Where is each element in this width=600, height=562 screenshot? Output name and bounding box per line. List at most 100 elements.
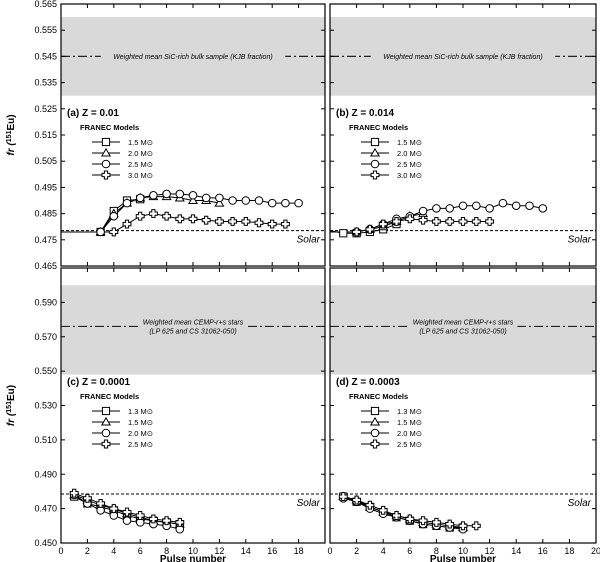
data-point <box>378 505 388 515</box>
data-point <box>352 495 362 505</box>
x-tick-label: 6 <box>138 546 143 556</box>
data-point <box>148 209 158 219</box>
solar-label: Solar <box>568 235 592 246</box>
solar-label: Solar <box>297 235 321 246</box>
series-layer <box>69 488 185 534</box>
data-point <box>267 219 277 229</box>
legend-marker <box>370 159 380 169</box>
y-tick-label: 0.535 <box>34 78 57 88</box>
data-point <box>149 190 158 200</box>
x-tick-label: 10 <box>188 546 198 556</box>
data-point <box>162 516 172 526</box>
solar-label: Solar <box>297 498 321 509</box>
data-point <box>122 219 132 229</box>
x-tick-label: 2 <box>354 546 359 556</box>
data-point <box>122 516 132 525</box>
legend-entry: 1.5 M⊙ <box>128 138 153 147</box>
y-tick-label: 0.510 <box>34 435 57 445</box>
data-point <box>485 217 495 226</box>
data-point <box>511 201 521 211</box>
legend-marker <box>101 406 111 416</box>
data-point <box>418 206 428 216</box>
band-label-line: (LP 625 and CS 31062-050) <box>149 328 236 335</box>
data-point <box>228 196 237 205</box>
legend-marker <box>101 170 111 180</box>
data-point <box>525 201 534 211</box>
x-tick-label: 14 <box>511 546 521 556</box>
y-tick-label: 0.450 <box>34 538 57 548</box>
legend-marker <box>100 416 112 426</box>
y-axis-title-base: fr ( <box>6 411 17 426</box>
data-point <box>175 517 185 527</box>
y-tick-label: 0.485 <box>34 209 57 219</box>
x-tick-label: 8 <box>164 546 169 556</box>
x-tick-label: 16 <box>267 546 277 556</box>
legend-title: FRANEC Models <box>80 123 139 132</box>
series-line-2 <box>343 496 464 529</box>
y-axis-title: fr (151Eu) <box>6 385 18 426</box>
y-axis-title-sup: 151 <box>6 401 13 413</box>
x-tick-label: 6 <box>407 546 412 556</box>
data-point <box>352 227 362 237</box>
x-tick-label: 14 <box>241 546 251 556</box>
series-line-1 <box>343 496 463 529</box>
y-tick-label: 0.475 <box>34 235 57 245</box>
panel-2: Weighted mean SiC-rich bulk sample (KJB … <box>329 3 597 267</box>
x-tick-label: 4 <box>111 546 116 556</box>
y-tick-label: 0.470 <box>34 504 57 514</box>
data-point <box>485 204 494 213</box>
y-axis-title: fr (151Eu) <box>6 114 18 155</box>
y-axis-title-rest: Eu) <box>6 114 17 130</box>
legend-marker <box>370 170 380 180</box>
data-point <box>472 201 481 211</box>
panel-label: (c) Z = 0.0001 <box>67 377 131 388</box>
series-layer <box>330 198 548 238</box>
data-point <box>228 217 238 226</box>
data-point <box>267 198 277 208</box>
panel-4: Weighted mean CEMP-r+s stars (LP 625 and … <box>327 267 600 562</box>
legend-marker <box>370 428 380 438</box>
data-point <box>96 227 105 237</box>
y-tick-label: 0.465 <box>34 261 57 271</box>
data-point <box>96 499 106 508</box>
legend-entry: 2.0 M⊙ <box>397 149 422 158</box>
x-tick-label: 8 <box>434 546 439 556</box>
data-point <box>445 204 454 213</box>
data-point <box>498 198 508 208</box>
y-tick-label: 0.530 <box>34 401 57 411</box>
data-point <box>122 198 132 208</box>
data-point <box>175 214 185 224</box>
data-point <box>405 514 415 524</box>
x-axis-title: Pulse number <box>160 554 226 562</box>
data-point <box>471 217 481 226</box>
legend-entry: 1.3 M⊙ <box>397 407 422 416</box>
data-point <box>109 211 119 221</box>
data-point <box>280 219 290 229</box>
x-tick-label: 0 <box>58 546 63 556</box>
y-tick-label: 0.495 <box>34 182 57 192</box>
legend-entry: 1.5 M⊙ <box>128 418 153 427</box>
legend-title: FRANEC Models <box>349 123 408 132</box>
x-tick-label: 12 <box>485 546 495 556</box>
data-point <box>241 196 251 205</box>
data-point <box>82 493 92 503</box>
data-point <box>392 511 401 520</box>
band-label-line: Weighted mean SiC-rich bulk sample (KJB … <box>383 54 542 61</box>
data-point <box>445 217 455 226</box>
data-point <box>445 519 455 529</box>
data-point <box>458 201 468 211</box>
data-point <box>418 516 428 526</box>
data-point <box>175 189 185 199</box>
y-axis-title-sup: 151 <box>6 130 13 142</box>
data-point <box>148 514 158 524</box>
data-point <box>241 217 251 226</box>
legend-marker <box>369 416 381 426</box>
x-tick-label: 20 <box>591 546 600 556</box>
data-point <box>538 204 548 213</box>
band-label-line: Weighted mean CEMP-r+s stars <box>413 319 514 326</box>
x-tick-label: 12 <box>214 546 224 556</box>
band-label-line: (LP 625 and CS 31062-050) <box>419 328 506 335</box>
data-point <box>392 217 401 226</box>
y-tick-label: 0.590 <box>34 297 57 307</box>
y-axis-title-rest: Eu) <box>6 385 17 401</box>
